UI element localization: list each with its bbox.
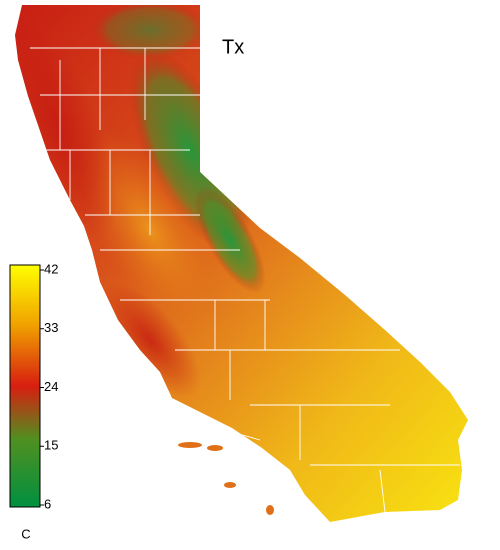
islands [178,442,274,515]
colorbar-tick-label: 42 [44,261,58,276]
map-title: Tx [222,36,244,58]
colorbar [9,264,41,508]
colorbar-tick-label: 6 [44,496,51,511]
california [15,5,468,522]
colorbar-tick-label: 15 [44,438,58,453]
colorbar-tick-label: 33 [44,320,58,335]
colorbar-unit: C [21,526,30,541]
colorbar-tick-label: 24 [44,379,58,394]
colorbar-ticks: 6 15 24 33 42 [40,261,58,511]
